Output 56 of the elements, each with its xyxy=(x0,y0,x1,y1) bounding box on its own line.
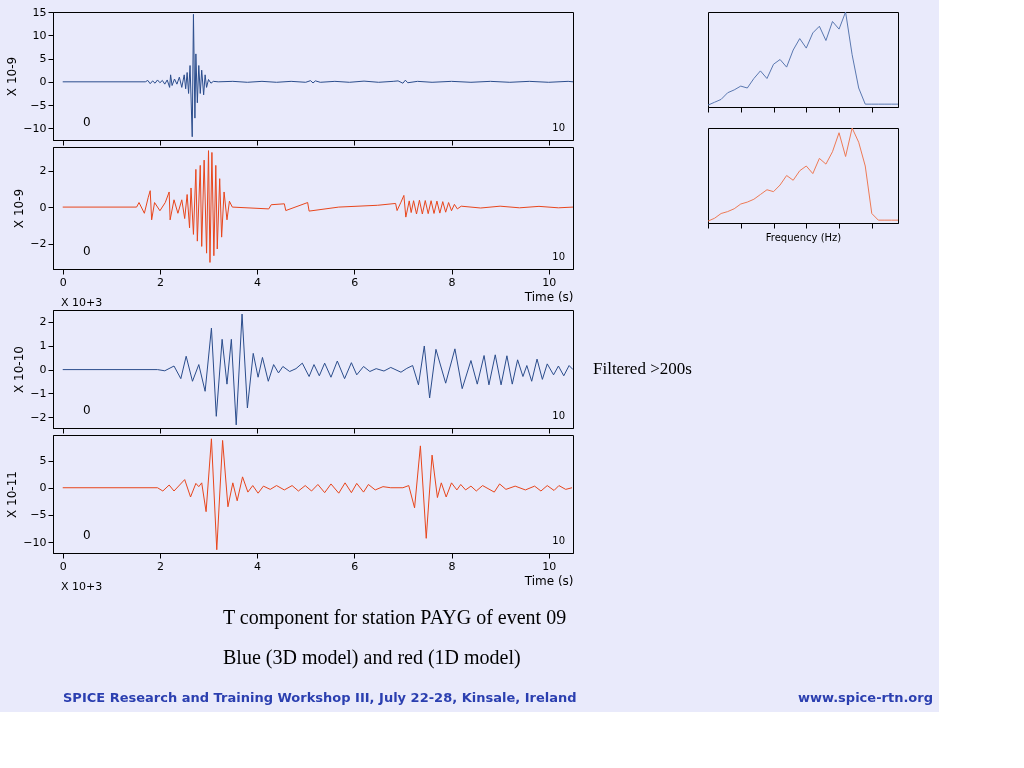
x-axis-title: Frequency (Hz) xyxy=(765,232,842,243)
x-tick-label: 10 xyxy=(542,559,557,573)
y-axis-title: X 10-9 xyxy=(5,56,20,97)
annotation: 0 xyxy=(83,115,91,129)
line-series xyxy=(62,13,573,138)
y-tick-label: −10 xyxy=(23,121,47,135)
y-axis-title: X 10-10 xyxy=(12,346,27,393)
y-tick-label: 2 xyxy=(39,164,47,178)
x-tick-label: 4 xyxy=(254,275,262,289)
y-axis-title: X 10-9 xyxy=(12,188,27,229)
y-tick-label: 2 xyxy=(39,315,47,329)
line-series xyxy=(62,150,573,263)
annotation: 10 xyxy=(552,410,565,421)
y-tick-label: −2 xyxy=(30,237,47,251)
x-tick-label: 2 xyxy=(156,275,164,289)
annotation: 0 xyxy=(83,403,91,417)
x-tick-label: 0 xyxy=(59,559,67,573)
x-tick-label: 8 xyxy=(448,275,456,289)
text: Blue (3D model) and red (1D model) xyxy=(223,646,521,669)
line-series xyxy=(62,313,573,426)
y-tick-label: 1 xyxy=(39,339,47,353)
y-tick-label: 0 xyxy=(39,200,47,214)
y-tick-label: 15 xyxy=(32,5,47,19)
annotation: 10 xyxy=(552,535,565,546)
x-tick-label: 2 xyxy=(156,559,164,573)
x-tick-label: 0 xyxy=(59,275,67,289)
y-tick-label: 10 xyxy=(32,28,47,42)
y-tick-label: −5 xyxy=(30,508,47,522)
x-axis-title: Time (s) xyxy=(523,573,574,588)
x-tick-label: 6 xyxy=(351,559,359,573)
x-tick-label: 6 xyxy=(351,275,359,289)
annotation: 0 xyxy=(83,528,91,542)
x-tick-label: 8 xyxy=(448,559,456,573)
y-tick-label: −1 xyxy=(30,386,47,400)
text: X 10+3 xyxy=(61,580,103,593)
annotation: 0 xyxy=(83,244,91,258)
y-tick-label: −5 xyxy=(30,98,47,112)
y-axis-title: X 10-11 xyxy=(5,471,20,518)
line-series xyxy=(62,438,573,551)
text: X 10+3 xyxy=(61,296,103,309)
text: T component for station PAYG of event 09 xyxy=(223,606,567,629)
text: www.spice-rtn.org xyxy=(797,690,933,705)
y-tick-label: 0 xyxy=(39,75,47,89)
annotation: 10 xyxy=(552,251,565,262)
x-tick-label: 4 xyxy=(254,559,262,573)
text: SPICE Research and Training Workshop III, July 22-28, Kinsale, Ireland xyxy=(63,690,577,705)
y-tick-label: 5 xyxy=(39,52,47,66)
y-tick-label: 0 xyxy=(39,363,47,377)
y-tick-label: −2 xyxy=(30,410,47,424)
y-tick-label: 5 xyxy=(39,454,47,468)
x-axis-title: Time (s) xyxy=(523,289,574,304)
annotation: 10 xyxy=(552,122,565,133)
y-tick-label: 0 xyxy=(39,481,47,495)
x-tick-label: 10 xyxy=(542,275,557,289)
y-tick-label: −10 xyxy=(23,535,47,549)
text: Filtered >200s xyxy=(593,359,692,378)
